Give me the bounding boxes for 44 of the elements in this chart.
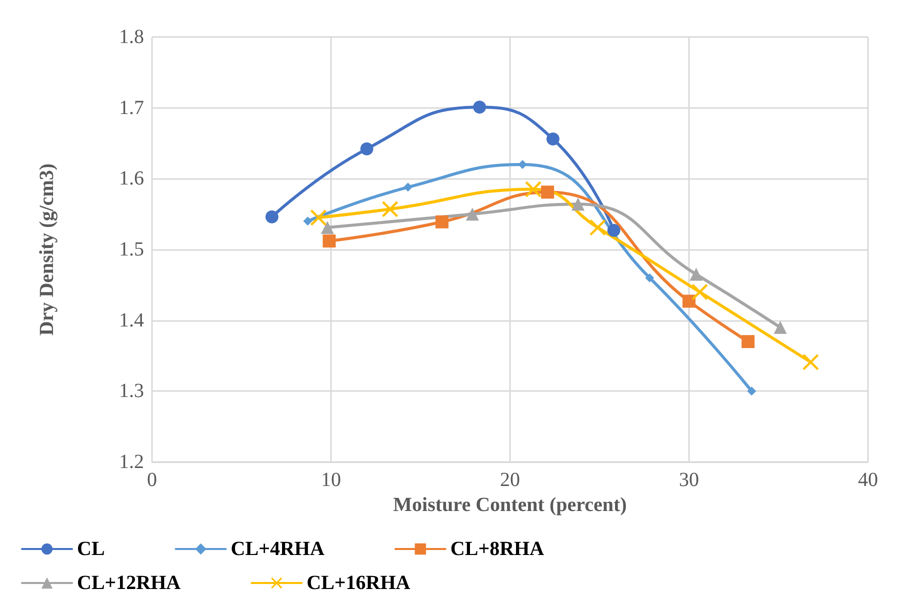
point xyxy=(403,182,412,192)
y-tick-label: 1.2 xyxy=(119,451,144,473)
legend-label: CL+16RHA xyxy=(306,572,411,594)
point xyxy=(682,294,696,308)
point xyxy=(607,224,620,237)
x-tick-label: 40 xyxy=(858,469,878,491)
point xyxy=(645,273,654,282)
point xyxy=(320,221,334,234)
y-tick-label: 1.4 xyxy=(119,309,144,332)
point xyxy=(541,186,554,199)
legend-label: CL xyxy=(77,538,105,560)
point xyxy=(747,386,756,396)
point xyxy=(525,181,542,198)
y-axis-title: Dry Density (g/cm3) xyxy=(36,163,58,336)
legend-label: CL+4RHA xyxy=(230,538,325,560)
point xyxy=(382,201,398,218)
point xyxy=(310,210,326,226)
point xyxy=(590,220,606,236)
point xyxy=(692,284,708,300)
point xyxy=(572,198,585,211)
point xyxy=(322,234,336,248)
y-tick-label: 1.3 xyxy=(119,380,144,402)
y-tick-label: 1.5 xyxy=(119,238,144,260)
y-tick-label: 1.8 xyxy=(119,26,144,48)
x-tick-label: 10 xyxy=(321,469,341,491)
legend-label: CL+8RHA xyxy=(450,538,545,560)
point xyxy=(435,215,448,228)
point xyxy=(303,216,312,226)
point xyxy=(546,132,560,146)
point xyxy=(690,268,703,281)
legend-label: CL+12RHA xyxy=(77,572,182,594)
x-tick-label: 0 xyxy=(147,469,157,491)
point xyxy=(265,210,278,224)
y-tick-label: 1.7 xyxy=(119,96,144,119)
point xyxy=(742,335,755,348)
point xyxy=(360,142,374,156)
point xyxy=(466,208,479,221)
x-axis-title: Moisture Content (percent) xyxy=(393,494,627,516)
point xyxy=(774,320,787,334)
point xyxy=(473,100,486,114)
x-tick-label: 20 xyxy=(500,469,520,491)
y-tick-label: 1.6 xyxy=(119,168,144,190)
x-tick-label: 30 xyxy=(679,469,699,491)
point xyxy=(802,354,819,370)
